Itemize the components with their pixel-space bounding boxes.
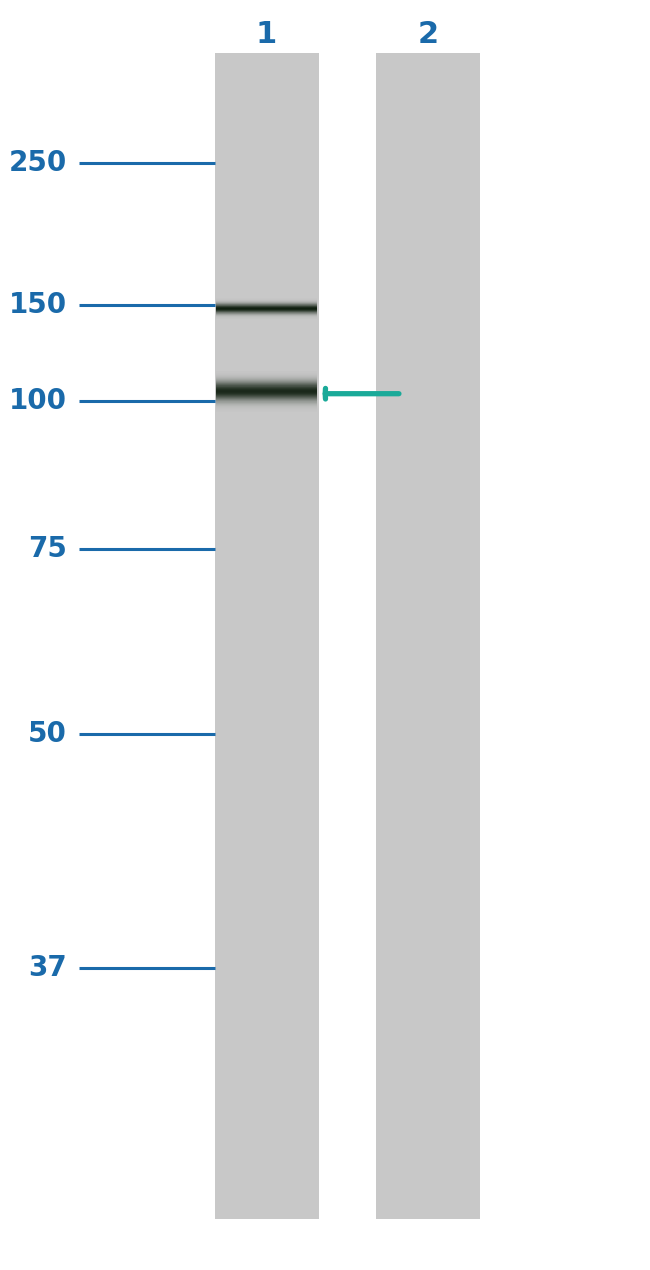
Text: 100: 100 <box>9 387 67 415</box>
Text: 75: 75 <box>28 535 67 563</box>
Text: 37: 37 <box>28 954 67 982</box>
Text: 250: 250 <box>8 149 67 177</box>
Text: 1: 1 <box>256 20 277 48</box>
Text: 50: 50 <box>28 720 67 748</box>
Text: 2: 2 <box>417 20 438 48</box>
Bar <box>376 53 480 1219</box>
Bar <box>214 53 318 1219</box>
Text: 150: 150 <box>9 291 67 319</box>
